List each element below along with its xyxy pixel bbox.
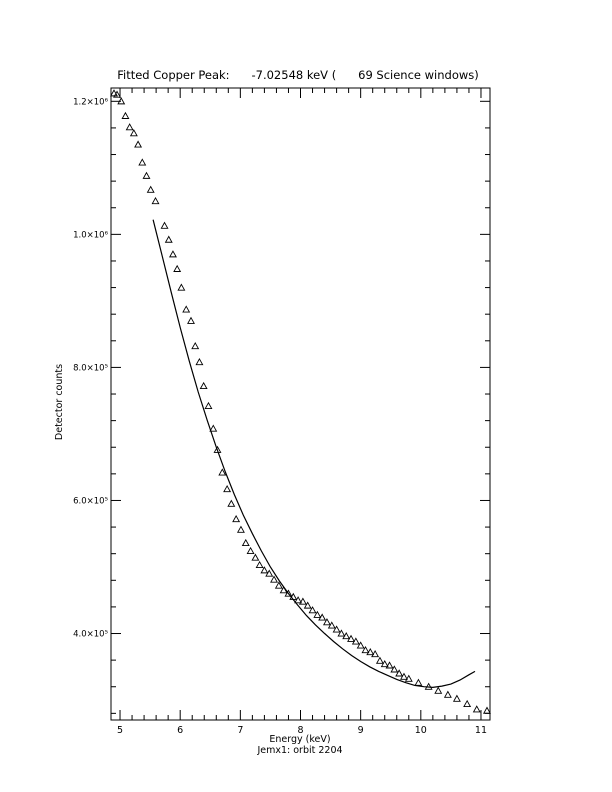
data-point [117, 97, 126, 105]
data-point [199, 381, 208, 390]
data-point [113, 90, 121, 98]
y-tick-label: 6.0×10⁵ [73, 496, 108, 506]
y-tick-label: 8.0×10⁵ [73, 363, 108, 373]
data-point [134, 140, 143, 148]
data-point [318, 613, 327, 621]
data-point [289, 592, 298, 600]
chart-title: Fitted Copper Peak: -7.02548 keV ( 69 Sc… [117, 68, 479, 82]
data-point [332, 625, 341, 633]
data-point [342, 632, 351, 640]
data-markers [110, 89, 491, 714]
data-point [260, 566, 269, 574]
data-point [241, 538, 250, 547]
data-point [246, 546, 255, 555]
data-point [182, 305, 191, 313]
x-tick-label: 9 [358, 725, 364, 736]
y-axis-label: Detector counts [54, 364, 65, 440]
data-point [236, 525, 245, 533]
data-point [265, 569, 274, 577]
data-point [375, 656, 384, 664]
data-point [327, 621, 336, 629]
data-point [361, 646, 370, 654]
x-tick-label: 6 [177, 725, 183, 736]
data-point [483, 706, 491, 714]
data-point [187, 316, 195, 324]
data-point [164, 235, 173, 243]
data-point [313, 610, 322, 618]
data-point [380, 659, 389, 668]
data-point [366, 648, 375, 656]
data-point [279, 586, 288, 594]
data-point [195, 357, 204, 366]
data-point [472, 705, 481, 713]
data-point [213, 445, 222, 453]
data-point [356, 641, 365, 649]
data-point [270, 575, 278, 583]
data-point [308, 606, 317, 614]
y-tick-label: 1.0×10⁶ [73, 230, 108, 240]
data-point [274, 581, 283, 589]
data-point [337, 629, 346, 637]
data-point [385, 661, 394, 669]
data-point [463, 699, 472, 708]
fit-curve [152, 219, 476, 689]
data-point [424, 682, 433, 690]
data-point [395, 669, 404, 677]
data-point [404, 674, 413, 682]
data-point [173, 264, 182, 272]
x-axis-label: Energy (keV) [269, 734, 330, 745]
data-point [371, 650, 380, 658]
plot-frame [110, 87, 491, 721]
axis-ticks [111, 88, 490, 720]
data-point [209, 424, 218, 432]
data-point [110, 89, 118, 97]
data-point [129, 129, 138, 137]
data-point [227, 499, 236, 507]
data-point [303, 601, 312, 609]
data-point [298, 597, 307, 605]
chart-subtitle: Jemx1: orbit 2204 [256, 745, 342, 756]
x-tick-label: 5 [117, 725, 123, 736]
x-tick-label: 8 [297, 725, 303, 736]
data-point [232, 514, 241, 523]
data-point [323, 618, 331, 626]
data-point [146, 185, 155, 193]
data-point [351, 637, 360, 645]
data-point [452, 694, 461, 702]
data-point [251, 553, 260, 561]
data-point [125, 123, 134, 131]
data-point [255, 560, 264, 569]
data-point [434, 686, 443, 694]
data-point [177, 283, 186, 291]
x-tick-label: 11 [475, 725, 487, 736]
data-point [121, 111, 130, 119]
data-point [218, 468, 227, 476]
y-tick-label: 1.2×10⁶ [73, 97, 108, 107]
data-point [400, 672, 408, 680]
data-point [204, 401, 213, 410]
data-point [414, 678, 423, 686]
data-point [223, 485, 232, 493]
data-point [294, 596, 303, 604]
data-point [347, 634, 355, 642]
data-point [160, 221, 169, 229]
data-point [284, 589, 293, 597]
data-point [390, 665, 399, 673]
data-point [191, 341, 200, 350]
y-tick-label: 4.0×10⁵ [73, 630, 108, 640]
tick-labels: 5 6 7 8 9 10 11 4.0×10⁵ 6.0×10⁵ 8.0×10⁵ 1.0×10⁶ 1.2… [73, 97, 487, 736]
x-tick-label: 10 [415, 725, 427, 736]
x-tick-label: 7 [237, 725, 243, 736]
data-point [443, 690, 452, 698]
data-point [151, 196, 160, 205]
data-point [142, 171, 151, 179]
data-point [168, 250, 177, 258]
data-point [138, 158, 147, 166]
